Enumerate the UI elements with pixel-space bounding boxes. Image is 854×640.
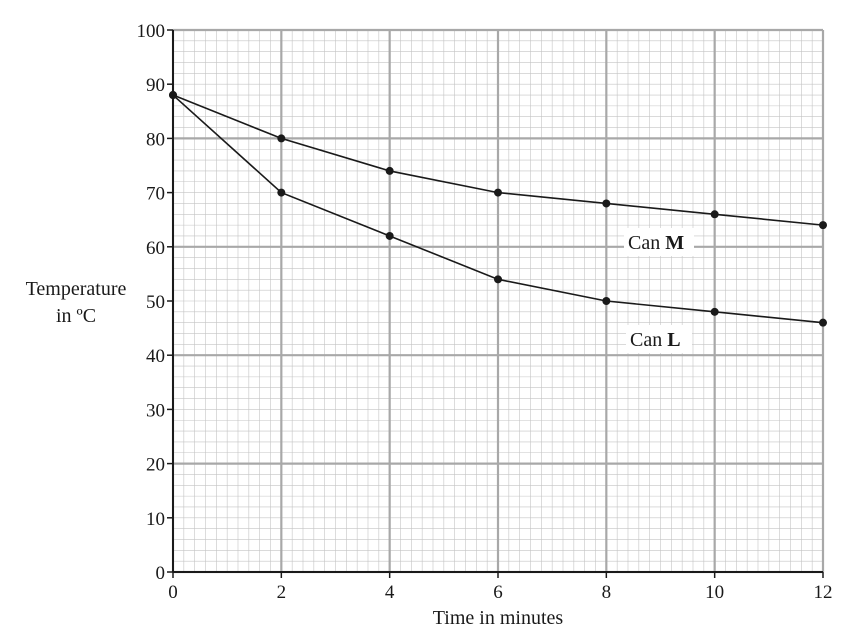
x-tick-label: 12 bbox=[814, 582, 833, 603]
y-tick-label: 10 bbox=[146, 509, 165, 530]
label-background-can-l bbox=[626, 325, 692, 353]
grid bbox=[171, 28, 825, 574]
series-label-can-m-letter: M bbox=[665, 232, 684, 254]
y-tick-label: 50 bbox=[146, 292, 165, 313]
data-point-can-l bbox=[494, 275, 502, 284]
y-tick-label: 60 bbox=[146, 238, 165, 259]
x-tick-label: 6 bbox=[493, 582, 503, 603]
y-tick-label: 90 bbox=[146, 75, 165, 96]
x-tick-label: 2 bbox=[277, 582, 287, 603]
data-point-can-l bbox=[385, 231, 394, 240]
series-label-can-l-prefix: Can bbox=[630, 329, 667, 351]
y-tick-label: 20 bbox=[146, 455, 165, 476]
label-background-can-m bbox=[624, 228, 694, 256]
tick-labels: 0 10 20 30 40 50 60 70 80 90 100 0 2 4 6 8 10 12 bbox=[137, 21, 833, 603]
x-tick-label: 4 bbox=[385, 582, 395, 603]
y-tick-label: 70 bbox=[146, 184, 165, 205]
data-point-can-l bbox=[710, 307, 719, 316]
data-point-can-m bbox=[277, 134, 286, 143]
x-axis-label: Time in minutes bbox=[433, 607, 564, 629]
y-tick-label: 40 bbox=[146, 346, 165, 367]
data-point-can-m bbox=[819, 221, 827, 230]
y-tick-label: 100 bbox=[137, 21, 166, 42]
data-point-can-l bbox=[819, 318, 827, 327]
y-tick-label: 80 bbox=[146, 129, 165, 150]
series-group bbox=[169, 91, 827, 327]
series-label-can-m-prefix: Can bbox=[628, 232, 665, 254]
x-tick-label: 8 bbox=[602, 582, 612, 603]
y-axis-label-line2: in ºC bbox=[56, 305, 96, 327]
data-point-can-m bbox=[385, 166, 394, 175]
y-tick-label: 0 bbox=[156, 563, 166, 584]
data-point-can-m bbox=[494, 188, 502, 197]
x-tick-label: 10 bbox=[705, 582, 724, 603]
data-point-can-l bbox=[169, 91, 177, 100]
data-point-can-l bbox=[602, 297, 611, 305]
y-axis-label-line1: Temperature bbox=[26, 278, 127, 300]
data-point-can-m bbox=[710, 210, 719, 219]
series-label-can-l-letter: L bbox=[667, 329, 680, 351]
x-tick-label: 0 bbox=[168, 582, 178, 603]
series-label-can-l: Can L bbox=[630, 329, 681, 351]
data-point-can-m bbox=[602, 199, 611, 208]
data-point-can-l bbox=[277, 188, 286, 197]
series-label-can-m: Can M bbox=[628, 232, 684, 254]
y-tick-label: 30 bbox=[146, 400, 165, 421]
